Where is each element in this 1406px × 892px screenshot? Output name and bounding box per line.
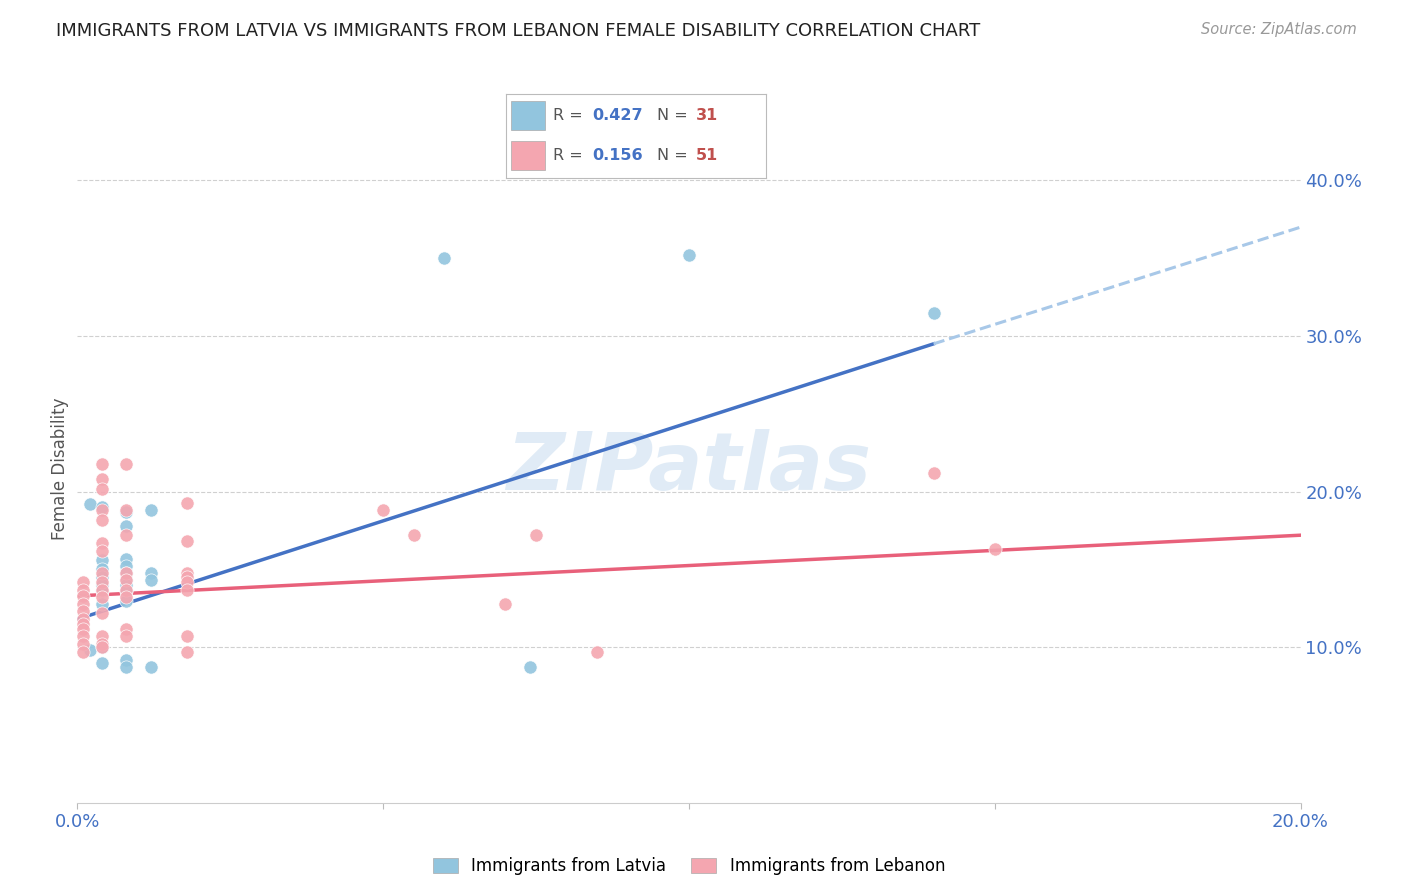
- Point: [90, 640, 112, 655]
- Point: [72, 597, 94, 611]
- Point: [72, 612, 94, 626]
- Y-axis label: Female Disability: Female Disability: [51, 397, 69, 540]
- Point: [139, 566, 162, 580]
- Point: [90, 640, 112, 655]
- Point: [176, 495, 198, 509]
- Point: [72, 582, 94, 597]
- Point: [115, 593, 138, 607]
- Text: R =: R =: [553, 148, 588, 163]
- Point: [115, 551, 138, 566]
- Point: [115, 519, 138, 533]
- Point: [72, 616, 94, 631]
- Text: R =: R =: [553, 108, 588, 123]
- Point: [90, 566, 112, 580]
- Point: [90, 553, 112, 567]
- Point: [115, 582, 138, 597]
- Point: [90, 482, 112, 496]
- Point: [115, 503, 138, 517]
- Point: [90, 656, 112, 670]
- Point: [90, 606, 112, 620]
- Point: [72, 629, 94, 643]
- Point: [176, 645, 198, 659]
- Point: [79, 497, 101, 511]
- Text: IMMIGRANTS FROM LATVIA VS IMMIGRANTS FROM LEBANON FEMALE DISABILITY CORRELATION : IMMIGRANTS FROM LATVIA VS IMMIGRANTS FRO…: [56, 22, 980, 40]
- Point: [115, 653, 138, 667]
- Point: [90, 562, 112, 576]
- Bar: [512, 102, 546, 130]
- Point: [984, 542, 1007, 557]
- Point: [90, 472, 112, 486]
- Text: 31: 31: [696, 108, 718, 123]
- Text: 0.156: 0.156: [592, 148, 643, 163]
- Point: [90, 584, 112, 599]
- Point: [586, 645, 609, 659]
- Point: [90, 629, 112, 643]
- Point: [115, 591, 138, 605]
- Point: [922, 306, 945, 320]
- Point: [115, 566, 138, 580]
- Text: 51: 51: [696, 148, 718, 163]
- Text: N =: N =: [657, 108, 693, 123]
- Point: [115, 622, 138, 636]
- Text: 0.427: 0.427: [592, 108, 643, 123]
- Point: [176, 566, 198, 580]
- Point: [433, 252, 456, 266]
- Point: [371, 503, 394, 517]
- Point: [90, 543, 112, 558]
- Point: [90, 597, 112, 611]
- Point: [115, 629, 138, 643]
- Point: [72, 604, 94, 618]
- Point: [79, 643, 101, 657]
- Point: [524, 528, 547, 542]
- Point: [90, 637, 112, 651]
- Point: [115, 574, 138, 588]
- Point: [90, 578, 112, 592]
- Point: [176, 574, 198, 589]
- Point: [139, 660, 162, 674]
- Point: [90, 570, 112, 584]
- Point: [90, 574, 112, 589]
- Point: [90, 500, 112, 515]
- Point: [139, 574, 162, 588]
- Point: [115, 559, 138, 574]
- Point: [90, 591, 112, 605]
- Text: Source: ZipAtlas.com: Source: ZipAtlas.com: [1201, 22, 1357, 37]
- Point: [115, 528, 138, 542]
- Point: [90, 582, 112, 597]
- Point: [72, 622, 94, 636]
- Point: [115, 566, 138, 580]
- Point: [922, 466, 945, 480]
- Point: [90, 503, 112, 517]
- Text: ZIPatlas: ZIPatlas: [506, 429, 872, 508]
- Point: [115, 584, 138, 599]
- Point: [115, 578, 138, 592]
- Point: [176, 629, 198, 643]
- Point: [402, 528, 425, 542]
- Point: [90, 536, 112, 550]
- Point: [176, 534, 198, 549]
- Point: [115, 505, 138, 519]
- Point: [90, 457, 112, 471]
- Point: [72, 645, 94, 659]
- Legend: Immigrants from Latvia, Immigrants from Lebanon: Immigrants from Latvia, Immigrants from …: [426, 850, 952, 881]
- Point: [115, 660, 138, 674]
- Point: [139, 503, 162, 517]
- Point: [115, 574, 138, 588]
- Point: [176, 570, 198, 584]
- Point: [519, 660, 541, 674]
- Point: [176, 582, 198, 597]
- Bar: [512, 141, 546, 169]
- Point: [72, 589, 94, 603]
- Point: [72, 574, 94, 589]
- Point: [115, 457, 138, 471]
- Text: N =: N =: [657, 148, 693, 163]
- Point: [72, 637, 94, 651]
- Point: [495, 597, 517, 611]
- Point: [678, 248, 700, 262]
- Point: [90, 513, 112, 527]
